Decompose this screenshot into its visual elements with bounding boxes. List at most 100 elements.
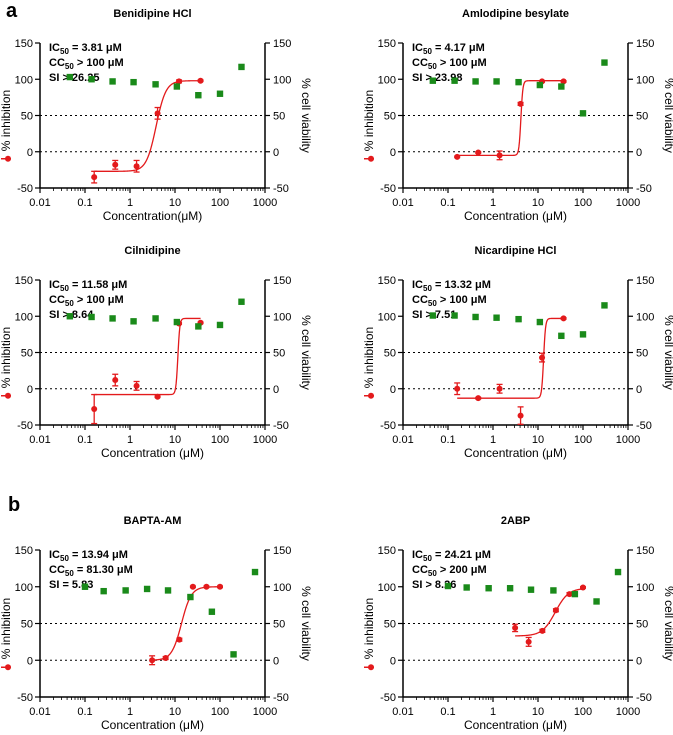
inhibition-point: [496, 385, 503, 392]
viability-point: [601, 59, 608, 66]
inhibition-point: [560, 78, 567, 85]
stats-line: CC50 > 200 μM: [412, 564, 487, 578]
viability-point: [429, 77, 437, 84]
y-tick-label-left: 100: [378, 582, 396, 594]
stats-line: CC50 > 100 μM: [49, 294, 124, 308]
viability-point: [81, 583, 89, 590]
x-tick-label: 0.1: [77, 706, 92, 718]
inhibition-point: [112, 161, 119, 168]
stats-si: SI > 26.25: [49, 72, 99, 84]
chart-panel-2: Amlodipine besylate-50050100150-50050100…: [362, 8, 673, 223]
x-tick-label: 10: [169, 434, 181, 446]
y-tick-label-left: 0: [390, 655, 396, 667]
y-axis-label-left: % inhibition: [362, 598, 376, 659]
x-tick-label: 1: [490, 706, 496, 718]
chart-title: 2ABP: [501, 515, 530, 527]
y-tick-label-right: 100: [273, 582, 291, 594]
viability-point: [66, 73, 74, 81]
viability-point: [579, 331, 587, 338]
x-tick-label: 1000: [616, 706, 640, 718]
viability-point: [195, 323, 202, 330]
x-tick-label: 0.01: [392, 706, 413, 718]
y-tick-label-left: 150: [378, 275, 396, 287]
viability-point: [579, 110, 587, 117]
x-tick-label: 0.01: [29, 706, 50, 718]
legend-inhibition-dot: [368, 155, 374, 162]
y-tick-label-right: -50: [636, 183, 652, 195]
inhibition-point: [517, 412, 524, 419]
y-tick-label-left: -50: [380, 692, 396, 704]
inhibition-point: [176, 78, 183, 85]
panel-label-b: b: [8, 494, 21, 516]
y-tick-label-left: -50: [380, 420, 396, 432]
y-axis-label-right: % cell viability: [299, 586, 313, 661]
y-tick-label-left: 50: [384, 619, 396, 631]
viability-point: [109, 315, 116, 322]
inhibition-point: [496, 152, 503, 159]
y-tick-label-right: 150: [636, 38, 654, 50]
inhibition-point: [539, 627, 546, 634]
viability-point: [558, 332, 565, 340]
viability-point: [195, 92, 202, 99]
inhibition-point: [133, 163, 140, 170]
y-tick-label-right: 150: [636, 275, 654, 287]
x-tick-label: 1000: [616, 434, 640, 446]
y-tick-label-right: 150: [273, 545, 291, 557]
y-tick-label-left: 0: [27, 655, 33, 667]
y-tick-label-right: -50: [636, 420, 652, 432]
stats-line: IC50 = 3.81 μM: [49, 42, 122, 56]
y-tick-label-left: 150: [15, 38, 33, 50]
x-tick-label: 0.01: [29, 434, 50, 446]
legend-inhibition-dot: [368, 664, 374, 671]
inhibition-point: [203, 583, 210, 590]
viability-point: [109, 78, 116, 85]
y-tick-label-left: -50: [17, 183, 33, 195]
legend-inhibition-dot: [368, 392, 374, 399]
viability-point: [550, 587, 557, 594]
inhibition-point: [539, 354, 546, 361]
viability-point: [187, 593, 194, 601]
y-axis-label-right: % cell viability: [299, 78, 313, 153]
y-tick-label-left: 150: [15, 275, 33, 287]
inhibition-point: [517, 100, 524, 107]
viability-point: [152, 315, 159, 322]
viability-point: [230, 651, 237, 658]
x-tick-label: 100: [211, 197, 229, 209]
y-tick-label-right: -50: [273, 420, 289, 432]
y-tick-label-right: 0: [636, 384, 642, 396]
inhibition-point: [91, 406, 98, 413]
fit-curve: [457, 80, 564, 157]
viability-point: [558, 83, 565, 90]
viability-point: [173, 318, 181, 326]
inhibition-point: [475, 149, 482, 156]
inhibition-point: [91, 174, 98, 181]
y-tick-label-left: 100: [378, 74, 396, 86]
y-axis-label-left: % inhibition: [0, 90, 13, 151]
viability-point: [164, 587, 172, 594]
x-tick-label: 100: [574, 197, 592, 209]
chart-title: Benidipine HCl: [113, 8, 191, 20]
fit-curve: [457, 317, 564, 399]
viability-point: [208, 608, 216, 615]
fit-curve: [94, 317, 201, 396]
viability-point: [614, 568, 622, 576]
viability-point: [515, 78, 522, 86]
panel-label-a: a: [6, 0, 18, 22]
x-axis-label: Concentration(μM): [103, 209, 203, 223]
legend-inhibition-dot: [5, 155, 11, 162]
x-tick-label: 1: [127, 706, 133, 718]
y-tick-label-right: 0: [636, 655, 642, 667]
viability-point: [527, 586, 535, 593]
y-tick-label-right: 50: [273, 619, 285, 631]
chart-title: Cilnidipine: [124, 245, 180, 257]
viability-point: [152, 81, 159, 88]
legend-inhibition-dot: [5, 664, 11, 671]
inhibition-point: [112, 377, 119, 384]
x-tick-label: 1000: [253, 197, 277, 209]
viability-point: [444, 582, 452, 590]
inhibition-point: [189, 583, 196, 590]
viability-point: [506, 585, 514, 592]
viability-point: [122, 587, 129, 594]
viability-point: [66, 313, 74, 320]
